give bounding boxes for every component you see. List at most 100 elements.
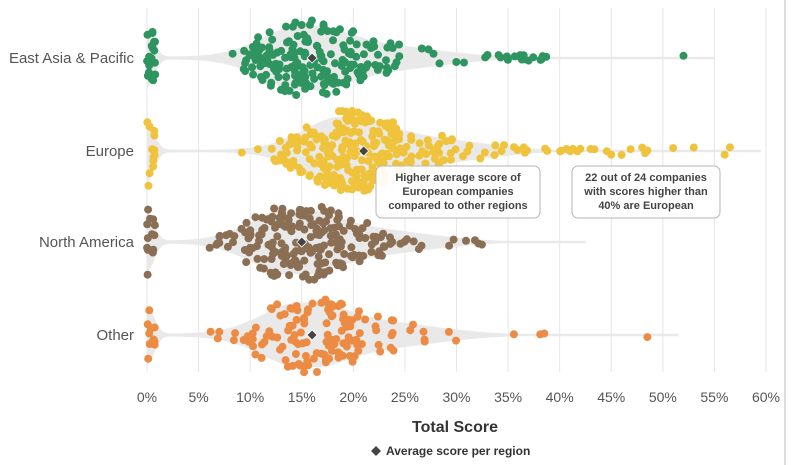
score-dot — [327, 346, 336, 355]
score-dot — [291, 71, 299, 80]
score-dot — [255, 55, 264, 64]
score-dot — [348, 177, 356, 186]
score-dot — [364, 157, 373, 165]
score-dot — [260, 338, 269, 346]
score-dot — [281, 222, 290, 231]
score-dot — [358, 156, 366, 165]
x-tick-label: 20% — [339, 389, 367, 405]
score-dot — [361, 315, 370, 324]
score-dot — [348, 357, 357, 366]
score-dot — [294, 360, 303, 368]
score-dot — [149, 162, 158, 171]
score-dot — [145, 52, 154, 61]
score-dot — [298, 339, 307, 348]
score-dot — [358, 137, 367, 146]
score-dot — [277, 85, 285, 94]
outlier-dot — [725, 143, 734, 152]
score-dot — [369, 37, 378, 46]
score-dot — [335, 222, 344, 231]
score-dot — [317, 72, 326, 81]
score-dot — [258, 76, 267, 84]
score-dot — [145, 169, 154, 178]
score-dot — [301, 148, 310, 157]
score-dot — [347, 243, 356, 252]
score-dot — [299, 30, 308, 39]
score-dot — [151, 70, 160, 79]
score-dot — [370, 152, 379, 161]
score-dot — [340, 250, 349, 258]
score-dot — [240, 246, 249, 254]
score-dot — [509, 330, 518, 339]
score-dot — [342, 80, 351, 89]
score-dot — [407, 132, 416, 141]
score-dot — [346, 36, 355, 45]
score-dot — [222, 231, 231, 240]
score-dot — [402, 142, 411, 151]
score-dot — [301, 352, 310, 360]
score-dot — [319, 80, 328, 88]
score-dot — [341, 136, 350, 145]
score-dot — [326, 224, 335, 233]
score-dot — [254, 33, 263, 42]
score-dot — [430, 154, 439, 163]
annotation-frame — [375, 165, 541, 219]
score-dot — [145, 306, 154, 315]
score-dot — [294, 262, 303, 271]
score-dot — [353, 341, 362, 350]
x-tick-label: 0% — [137, 389, 157, 405]
outlier-dot — [689, 143, 698, 152]
score-dot — [289, 157, 298, 165]
score-dot — [298, 63, 307, 72]
score-dot — [150, 126, 159, 135]
score-dot — [350, 119, 359, 128]
score-dot — [463, 147, 472, 156]
score-dot — [381, 122, 390, 130]
average-markers — [296, 52, 370, 341]
score-dot — [295, 219, 304, 228]
score-dot — [262, 215, 271, 224]
outlier-dot — [576, 144, 585, 153]
score-dot — [363, 219, 372, 227]
score-dot — [355, 234, 364, 242]
x-axis-title: Total Score — [412, 419, 498, 436]
score-dot — [301, 361, 309, 370]
score-dot — [150, 46, 159, 55]
score-dot — [302, 123, 311, 132]
score-dot — [369, 142, 378, 151]
score-dot — [334, 353, 343, 362]
score-dot — [285, 271, 294, 280]
score-dot — [449, 235, 458, 244]
outlier-dot — [643, 146, 652, 155]
score-dot — [213, 334, 222, 343]
score-dot — [336, 186, 345, 195]
score-dot — [342, 114, 351, 123]
score-dot — [300, 319, 309, 328]
score-dot — [282, 73, 291, 81]
score-dot — [150, 221, 159, 230]
score-dot — [361, 234, 370, 242]
score-dot — [329, 27, 338, 36]
score-dot — [312, 230, 321, 239]
score-dot — [297, 79, 306, 87]
score-dot — [332, 128, 341, 137]
score-dot — [332, 87, 341, 96]
score-dot — [290, 61, 299, 70]
region-label: Other — [96, 327, 134, 344]
outlier-dot — [643, 333, 652, 342]
score-dot — [476, 154, 485, 163]
score-dot — [346, 322, 355, 331]
score-dot — [215, 238, 224, 247]
score-dot — [462, 236, 470, 245]
score-dot — [143, 220, 152, 229]
region-labels: East Asia & Pacific Europe North America Ot… — [9, 50, 135, 344]
score-dot — [308, 143, 316, 152]
score-dot — [260, 59, 269, 68]
score-dot — [395, 52, 404, 61]
score-dot — [348, 168, 357, 177]
score-dot — [285, 321, 294, 330]
score-dot — [388, 144, 397, 153]
score-dot — [307, 221, 316, 230]
score-dot — [381, 136, 390, 145]
score-dot — [319, 22, 328, 31]
legend-diamond-icon — [371, 446, 381, 456]
